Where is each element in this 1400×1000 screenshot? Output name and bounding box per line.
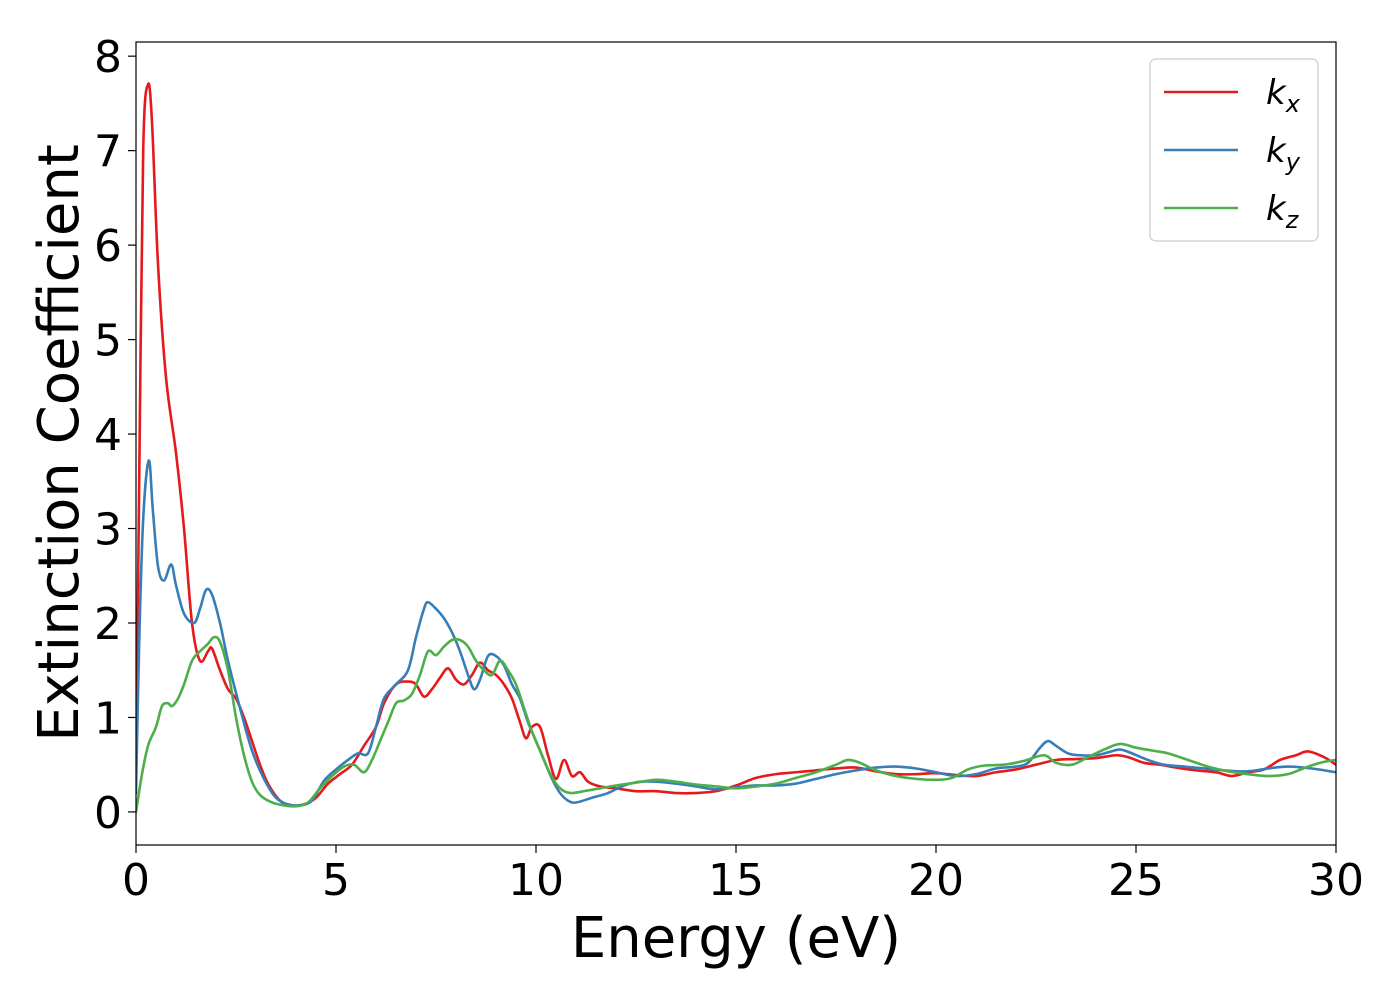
legend-label-ky: ky bbox=[1266, 131, 1301, 176]
y-tick-label: 3 bbox=[94, 505, 122, 556]
series-line-ky bbox=[136, 459, 1336, 807]
y-axis-ticks: 0 1 2 3 4 5 6 7 8 bbox=[94, 32, 136, 839]
y-tick-label: 6 bbox=[94, 221, 122, 272]
y-tick-label: 5 bbox=[94, 316, 122, 367]
x-tick-label: 5 bbox=[322, 855, 350, 906]
x-axis-ticks: 0 5 10 15 20 25 30 bbox=[122, 845, 1364, 906]
x-tick-label: 10 bbox=[508, 855, 564, 906]
y-tick-label: 8 bbox=[94, 32, 122, 83]
legend-label-main: k bbox=[1266, 131, 1287, 171]
series-line-kx bbox=[136, 82, 1336, 807]
legend-label-subscript: y bbox=[1285, 148, 1301, 176]
y-tick-label: 0 bbox=[94, 788, 122, 839]
legend-label-kx: kx bbox=[1266, 73, 1301, 118]
series-line-kz bbox=[136, 635, 1336, 814]
y-tick-label: 7 bbox=[94, 127, 122, 178]
y-tick-label: 1 bbox=[94, 693, 122, 744]
x-tick-label: 0 bbox=[122, 855, 150, 906]
x-tick-label: 25 bbox=[1108, 855, 1164, 906]
x-tick-label: 20 bbox=[908, 855, 964, 906]
x-axis-title: Energy (eV) bbox=[571, 906, 901, 971]
x-tick-label: 30 bbox=[1308, 855, 1364, 906]
x-tick-label: 15 bbox=[708, 855, 764, 906]
y-tick-label: 4 bbox=[94, 410, 122, 461]
y-axis-title: Extinction Coefficient bbox=[27, 144, 92, 742]
series-layer bbox=[136, 82, 1336, 814]
legend-label-kz: kz bbox=[1266, 189, 1300, 234]
legend-label-main: k bbox=[1266, 189, 1287, 229]
legend-label-subscript: x bbox=[1285, 90, 1301, 118]
legend-label-subscript: z bbox=[1285, 206, 1300, 234]
y-tick-label: 2 bbox=[94, 599, 122, 650]
legend-label-main: k bbox=[1266, 73, 1287, 113]
